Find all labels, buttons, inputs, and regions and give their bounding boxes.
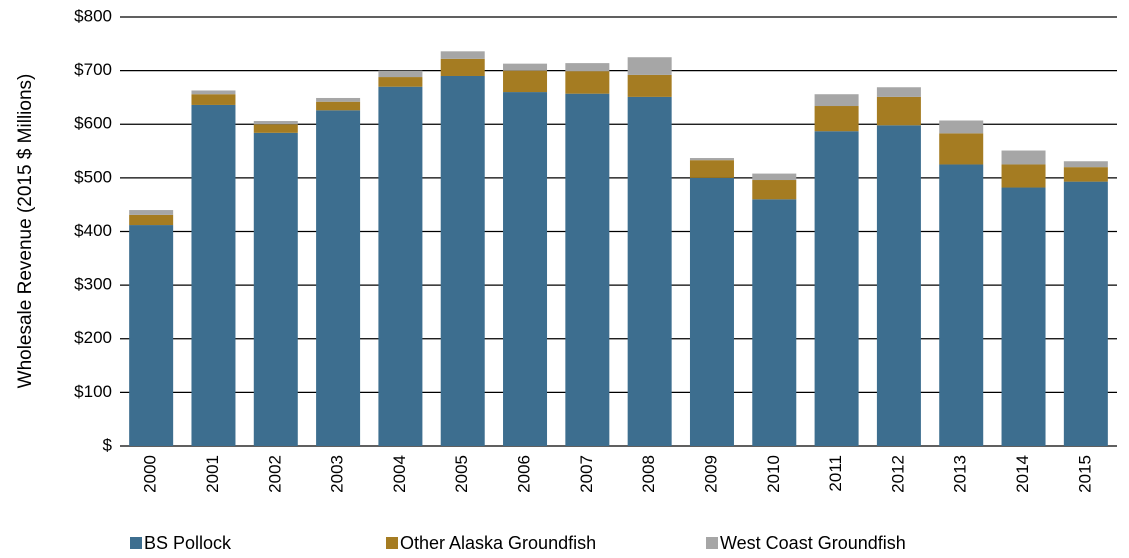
y-tick-label: $400 <box>74 221 112 240</box>
bar-segment <box>253 132 298 446</box>
y-tick-label: $300 <box>74 275 112 294</box>
x-tick-label: 2008 <box>639 455 658 493</box>
bar-segment <box>378 77 423 87</box>
x-tick-label: 2005 <box>452 455 471 493</box>
x-tick-label: 2006 <box>515 455 534 493</box>
bar-segment <box>191 90 236 95</box>
x-tick-label: 2012 <box>888 455 907 493</box>
bar-segment <box>939 133 984 165</box>
bar-segment <box>378 70 423 78</box>
bar-segment <box>440 75 485 447</box>
bar-segment <box>689 158 734 161</box>
legend-label: Other Alaska Groundfish <box>400 533 596 553</box>
y-tick-label: $200 <box>74 328 112 347</box>
bar-segment <box>129 210 174 215</box>
bar-segment <box>939 120 984 134</box>
bar-segment <box>1063 181 1108 446</box>
bar-segment <box>440 51 485 59</box>
x-tick-label: 2009 <box>701 455 720 493</box>
bar-segment <box>814 106 859 132</box>
y-tick-label: $600 <box>74 114 112 133</box>
legend-swatch <box>706 537 718 549</box>
bar-segment <box>129 214 174 226</box>
x-tick-label: 2000 <box>141 455 160 493</box>
bar-segment <box>876 96 921 126</box>
bar-segment <box>129 225 174 446</box>
bar-segment <box>316 110 361 447</box>
bar-segment <box>752 173 797 181</box>
bar-segment <box>689 177 734 446</box>
x-tick-label: 2003 <box>328 455 347 493</box>
bar-segment <box>503 70 548 93</box>
bar-segment <box>814 94 859 107</box>
y-tick-label: $700 <box>74 60 112 79</box>
x-tick-label: 2001 <box>203 455 222 493</box>
bar-segment <box>440 58 485 76</box>
bar-segment <box>253 124 298 133</box>
bar-segment <box>1001 187 1046 446</box>
x-tick-label: 2004 <box>390 455 409 493</box>
legend-swatch <box>130 537 142 549</box>
x-tick-label: 2014 <box>1013 455 1032 493</box>
bar-segment <box>316 101 361 111</box>
x-tick-label: 2013 <box>951 455 970 493</box>
y-tick-label: $100 <box>74 382 112 401</box>
bar-segment <box>876 87 921 97</box>
bar-segment <box>191 94 236 105</box>
legend-label: BS Pollock <box>144 533 232 553</box>
bar-segment <box>1063 167 1108 182</box>
bar-segment <box>503 92 548 446</box>
bar-segment <box>191 104 236 446</box>
bar-segment <box>627 57 672 75</box>
y-axis-label: Wholesale Revenue (2015 $ Millions) <box>15 74 36 389</box>
bar-segment <box>814 131 859 446</box>
x-tick-label: 2002 <box>265 455 284 493</box>
legend-swatch <box>386 537 398 549</box>
y-tick-label: $ <box>103 435 113 454</box>
x-tick-label: 2011 <box>826 455 845 492</box>
x-tick-label: 2010 <box>764 455 783 493</box>
bar-segment <box>316 97 361 102</box>
bar-segment <box>378 86 423 447</box>
bar-segment <box>565 93 610 446</box>
x-tick-label: 2015 <box>1075 455 1094 493</box>
bar-segment <box>876 125 921 446</box>
bar-segment <box>1001 164 1046 188</box>
bar-segment <box>752 180 797 200</box>
y-tick-label: $500 <box>74 167 112 186</box>
x-tick-label: 2007 <box>577 455 596 493</box>
bar-segment <box>627 74 672 97</box>
legend-label: West Coast Groundfish <box>720 533 906 553</box>
y-tick-label: $800 <box>74 6 112 25</box>
bar-segment <box>689 160 734 178</box>
bar-segment <box>1001 150 1046 165</box>
bar-segment <box>565 71 610 94</box>
bar-segment <box>503 63 548 71</box>
bar-segment <box>752 199 797 446</box>
bar-segment <box>1063 161 1108 168</box>
bar-segment <box>627 96 672 447</box>
bar-segment <box>565 63 610 72</box>
bar-segment <box>253 121 298 125</box>
bar-segment <box>939 164 984 446</box>
